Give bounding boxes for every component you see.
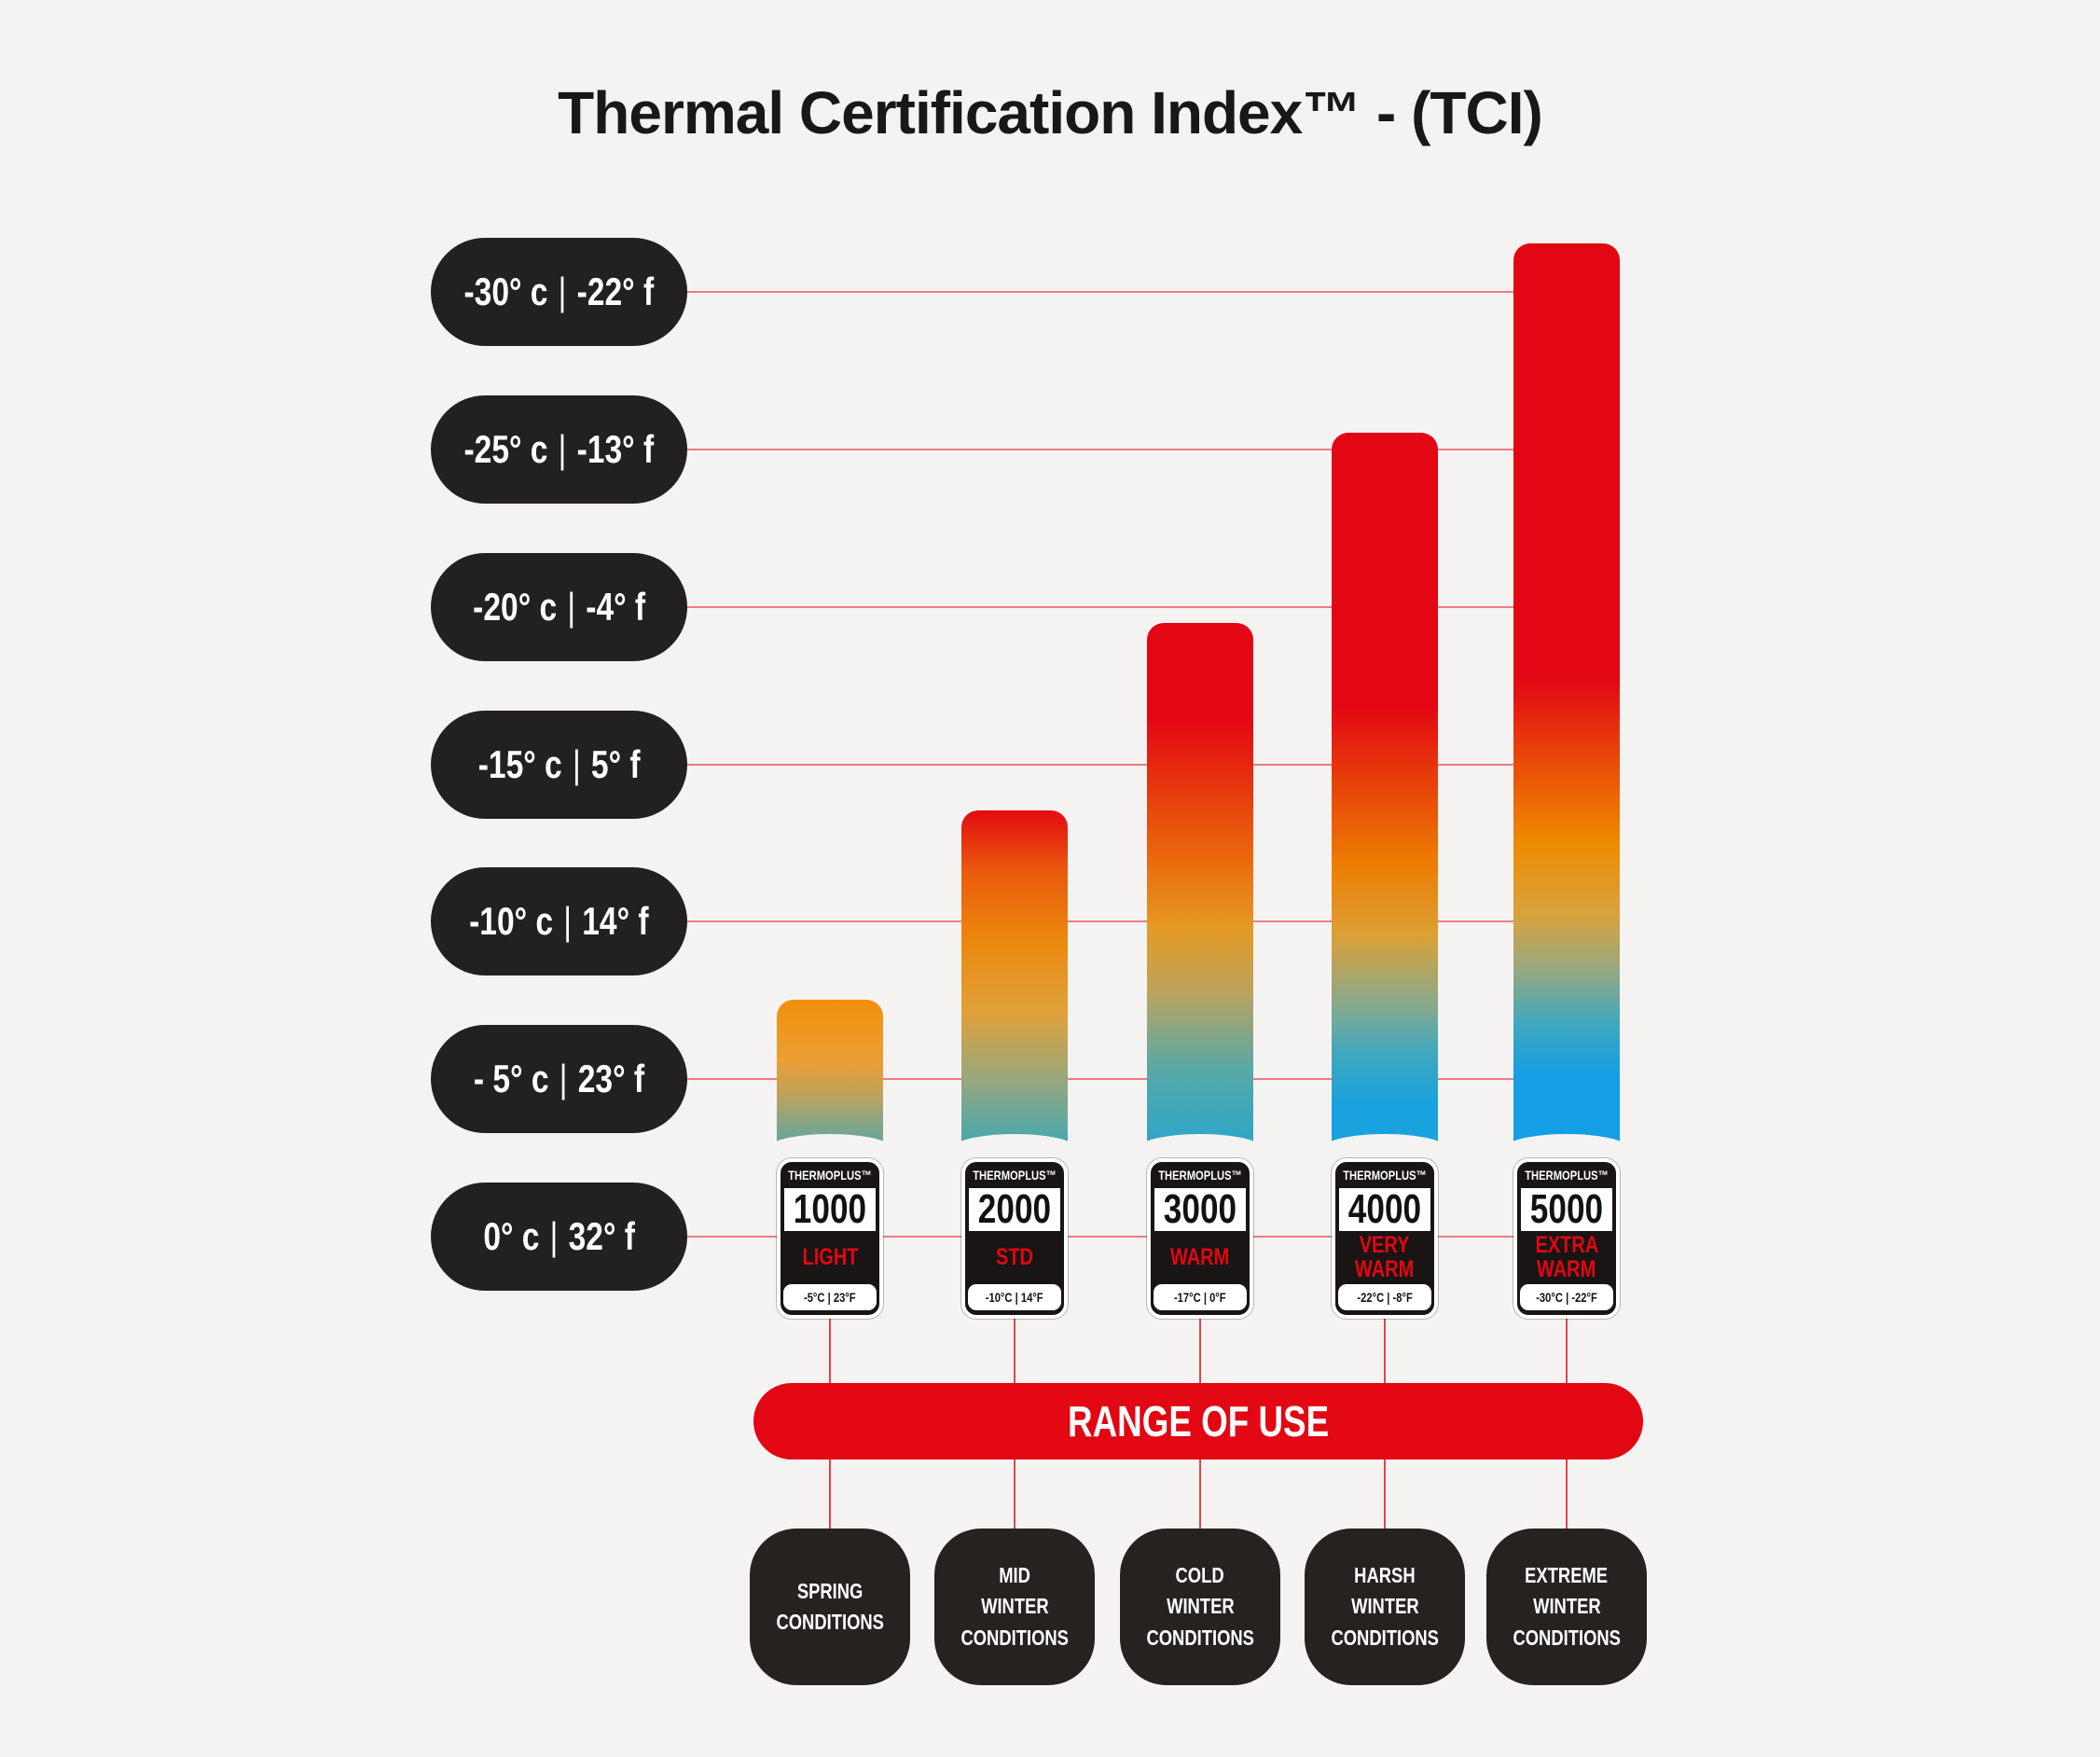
connector-line: [1384, 1459, 1386, 1529]
badge-temp-rating: -22°C | -8°F: [1338, 1284, 1431, 1310]
badge-brand: THERMOPLUS™: [973, 1168, 1057, 1183]
badge-temp-rating: -10°C | 14°F: [968, 1284, 1061, 1310]
grid-line--10c: [682, 920, 1568, 922]
badge-model-number: 1000: [784, 1188, 876, 1231]
grid-line--30c: [682, 291, 1568, 293]
badge-model-number: 2000: [969, 1188, 1060, 1231]
condition-box-mid-winter: MID WINTER CONDITIONS: [934, 1529, 1095, 1685]
temp-pill--5c: - 5° c | 23° f: [431, 1025, 687, 1133]
badge-temp-rating: -5°C | 23°F: [783, 1284, 877, 1310]
temp-pill--25c: -25° c | -13° f: [431, 395, 687, 504]
connector-line: [1014, 1318, 1015, 1383]
temp-pill-0c: 0° c | 32° f: [431, 1183, 687, 1291]
badge-temp-rating: -30°C | -22°F: [1520, 1284, 1613, 1310]
pill-divider: |: [563, 899, 573, 943]
connector-line: [829, 1459, 831, 1529]
connector-line: [829, 1318, 831, 1383]
page-title: Thermal Certification Index™ - (TCI): [558, 79, 1543, 146]
badge-warmth-label: STD: [996, 1243, 1033, 1270]
connector-line: [1384, 1318, 1386, 1383]
badge-thermoplus-5000: THERMOPLUS™ 5000 EXTRA WARM -30°C | -22°F: [1513, 1158, 1620, 1319]
badge-warmth-label: WARM: [1170, 1243, 1230, 1270]
connector-line: [1566, 1459, 1568, 1529]
connector-line: [1566, 1318, 1568, 1383]
condition-box-spring: SPRING CONDITIONS: [750, 1529, 910, 1685]
grid-line--25c: [682, 449, 1568, 450]
temp-pill--10c: -10° c | 14° f: [431, 867, 687, 975]
grid-line-0c: [682, 1236, 1568, 1238]
condition-box-cold-winter: COLD WINTER CONDITIONS: [1120, 1529, 1280, 1685]
pill-divider: |: [567, 585, 575, 629]
tci-bar-4000: [1322, 433, 1447, 1164]
badge-model-number: 5000: [1521, 1188, 1612, 1231]
badge-warmth-label: EXTRA WARM: [1535, 1232, 1598, 1282]
range-of-use-banner: RANGE OF USE: [753, 1383, 1643, 1460]
badge-thermoplus-4000: THERMOPLUS™ 4000 VERY WARM -22°C | -8°F: [1332, 1158, 1438, 1319]
badge-brand: THERMOPLUS™: [1158, 1168, 1242, 1183]
connector-line: [1199, 1318, 1201, 1383]
temp-pill--20c: -20° c | -4° f: [431, 553, 687, 661]
tci-bar-1000: [767, 1000, 892, 1164]
temp-pill--15c: -15° c | 5° f: [431, 711, 687, 819]
badge-warmth-label: LIGHT: [802, 1243, 858, 1270]
grid-line--20c: [682, 606, 1568, 608]
connector-line: [1199, 1459, 1201, 1529]
condition-box-harsh-winter: HARSH WINTER CONDITIONS: [1305, 1529, 1465, 1685]
grid-line--15c: [682, 764, 1568, 766]
badge-model-number: 4000: [1339, 1188, 1430, 1231]
tci-bar-5000: [1504, 243, 1629, 1164]
temp-pill--30c: -30° c | -22° f: [431, 238, 687, 346]
tci-bar-2000: [952, 810, 1077, 1164]
badge-brand: THERMOPLUS™: [1525, 1168, 1609, 1183]
badge-temp-rating: -17°C | 0°F: [1154, 1284, 1247, 1310]
badge-warmth-label: VERY WARM: [1355, 1232, 1415, 1282]
pill-divider: |: [559, 1057, 568, 1100]
badge-model-number: 3000: [1154, 1188, 1246, 1231]
badge-thermoplus-1000: THERMOPLUS™ 1000 LIGHT -5°C | 23°F: [777, 1158, 883, 1319]
pill-divider: |: [572, 742, 581, 786]
badge-brand: THERMOPLUS™: [788, 1168, 872, 1183]
badge-brand: THERMOPLUS™: [1343, 1168, 1427, 1183]
pill-divider: |: [549, 1214, 559, 1258]
connector-line: [1014, 1459, 1015, 1529]
condition-box-extreme-winter: EXTREME WINTER CONDITIONS: [1486, 1529, 1647, 1685]
pill-divider: |: [558, 270, 567, 313]
pill-divider: |: [558, 427, 567, 471]
tci-bar-3000: [1138, 623, 1263, 1164]
badge-thermoplus-2000: THERMOPLUS™ 2000 STD -10°C | 14°F: [961, 1158, 1068, 1319]
grid-line--5c: [682, 1078, 1568, 1080]
badge-thermoplus-3000: THERMOPLUS™ 3000 WARM -17°C | 0°F: [1147, 1158, 1253, 1319]
